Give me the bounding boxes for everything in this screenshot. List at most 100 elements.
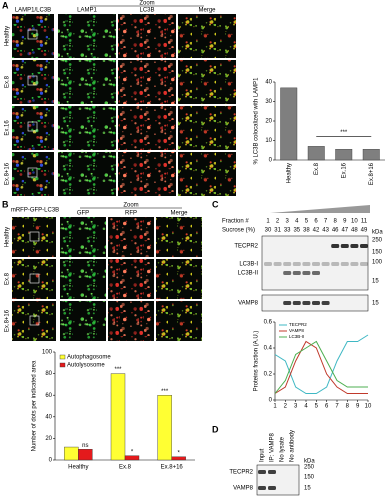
protein-label: TECPR2 [234, 244, 258, 250]
column-header: LAMP1/LC3B [15, 8, 51, 14]
x-tick-label: 5 [315, 404, 319, 410]
zoom-box [29, 273, 40, 284]
kda-label: kDa [304, 459, 315, 465]
micrograph [12, 106, 54, 150]
x-tick-label: 1 [273, 404, 277, 410]
micrograph [178, 106, 236, 150]
panel-label: C [212, 199, 219, 209]
y-axis-label: Proteins fraction (A.U.) [254, 331, 260, 392]
x-tick-label: Healthy [68, 465, 88, 471]
x-tick-label: 3 [294, 404, 298, 410]
fraction-number: 4 [295, 219, 299, 225]
protein-label: TECPR2 [229, 470, 253, 476]
band [283, 301, 292, 305]
kda-marker: 150 [304, 475, 315, 481]
band [340, 262, 349, 266]
bar [362, 149, 380, 161]
micrograph [108, 301, 154, 341]
significance: *** [340, 130, 348, 136]
micrograph [12, 152, 54, 196]
kda-marker: 150 [372, 250, 383, 256]
legend-label: Autophagosome [67, 355, 111, 361]
column-header: Merge [170, 211, 188, 217]
significance: * [177, 450, 180, 456]
bar [335, 149, 353, 161]
micrograph [118, 14, 176, 58]
micrograph [156, 217, 202, 257]
lane-label: Input [260, 448, 266, 462]
band [360, 244, 368, 248]
micrograph [60, 259, 106, 299]
kda-marker: 15 [304, 486, 311, 492]
fraction-number: 5 [305, 219, 309, 225]
micrograph [118, 60, 176, 104]
sucrose-value: 43 [322, 228, 329, 234]
band [312, 271, 320, 275]
line [274, 340, 368, 394]
band [321, 262, 330, 266]
micrograph [178, 152, 236, 196]
band [302, 271, 311, 275]
micrograph [58, 106, 116, 150]
sucrose-value: 31 [274, 228, 281, 234]
band [340, 244, 349, 248]
bar [171, 456, 186, 461]
micrograph [58, 60, 116, 104]
fraction-number: 1 [266, 219, 270, 225]
kda-marker: 15 [372, 279, 379, 285]
legend-label: TECPR2 [289, 322, 307, 327]
sucrose-value: 47 [341, 228, 348, 234]
micrograph [12, 14, 54, 58]
line [274, 340, 368, 394]
sucrose-value: 38 [303, 228, 310, 234]
sucrose-value: 35 [293, 228, 300, 234]
zoom-box [27, 121, 38, 132]
band [302, 301, 311, 305]
y-tick-label: 0 [269, 398, 273, 404]
bar [307, 146, 325, 161]
x-tick-label: 10 [365, 404, 372, 410]
band [350, 244, 359, 248]
band [283, 271, 292, 275]
bar [64, 446, 79, 461]
bar [280, 87, 298, 161]
band [292, 301, 301, 305]
row-label: Ex.16 [5, 120, 11, 136]
panel-label: B [2, 199, 9, 209]
legend-swatch [59, 354, 66, 360]
band [312, 301, 320, 305]
y-tick-label: 10 [265, 138, 272, 144]
band [268, 486, 276, 490]
blot [261, 235, 369, 291]
y-tick-label: 0.6 [264, 320, 273, 326]
band [331, 244, 340, 248]
gradient-ramp [270, 205, 370, 213]
protein-label: LC3B-II [238, 271, 259, 277]
x-tick-label: 8 [346, 404, 350, 410]
row-label: Healthy [5, 227, 11, 247]
protein-label: LC3B-I [239, 262, 258, 268]
y-tick-label: 40 [45, 414, 52, 420]
sucrose-label: Sucrose (%) [222, 228, 255, 234]
fraction-number: 3 [286, 219, 290, 225]
lane-label: No antibody [290, 430, 296, 462]
y-tick-label: 0 [49, 458, 53, 464]
band [360, 262, 368, 266]
legend-label: LC3B-II [289, 334, 304, 339]
legend-swatch [59, 362, 66, 368]
bar [110, 373, 126, 461]
micrograph [60, 217, 106, 257]
y-tick-label: 30 [265, 99, 272, 105]
column-header: mRFP-GFP-LC3B [11, 208, 59, 214]
sucrose-value: 49 [361, 228, 368, 234]
micrograph [178, 14, 236, 58]
fraction-number: 11 [361, 219, 368, 225]
fraction-number: 10 [351, 219, 358, 225]
legend-label: Autolysosome [67, 363, 105, 369]
y-axis-label: % LC3B colocalized with LAMP1 [254, 77, 260, 165]
sucrose-value: 33 [284, 228, 291, 234]
kda-marker: 100 [372, 260, 383, 266]
zoom-box [29, 315, 40, 326]
column-header: RFP [125, 211, 137, 217]
